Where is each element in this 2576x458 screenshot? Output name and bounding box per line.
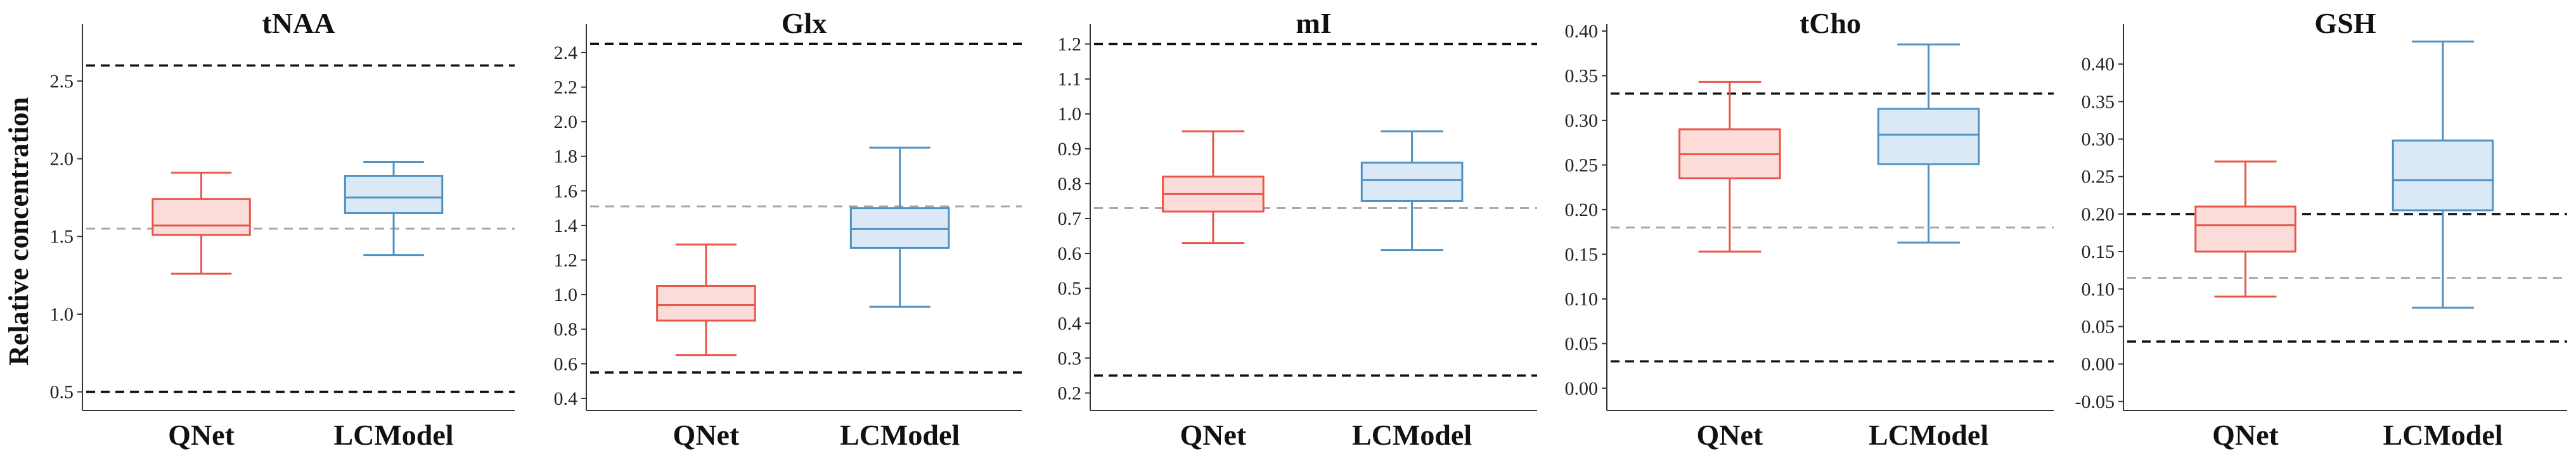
panel-glx: Glx 0.4 0.6 0.8 1.0 1.2 1.4 1.6 1.8 2.0 2.2 2.4 QNet… (554, 7, 1022, 451)
y-tick-label: 0.35 (2082, 91, 2115, 112)
y-axis-title: Relative concentration (3, 97, 34, 366)
y-tick-label: 2.0 (554, 111, 578, 132)
y-tick-label: 0.30 (1565, 110, 1599, 131)
box-qnet (1162, 130, 1265, 245)
x-category-label: QNet (1697, 419, 1763, 451)
box-lcmodel (344, 160, 444, 257)
x-category-label: LCModel (840, 419, 960, 451)
panel-tcho: tCho 0.00 0.05 0.10 0.15 0.20 0.25 0.30 0.35 0.40… (1565, 7, 2054, 451)
x-category-label: LCModel (1869, 419, 1988, 451)
y-tick-label: 0.4 (554, 388, 578, 409)
box-lcmodel (2392, 41, 2494, 309)
y-tick-label: 1.1 (1058, 69, 1082, 90)
y-tick-label: 1.2 (554, 250, 578, 271)
y-tick-label: 0.6 (554, 353, 578, 374)
y-tick-label: 1.2 (1058, 34, 1082, 55)
box-qnet (1678, 80, 1781, 253)
y-tick-label: 0.20 (2082, 204, 2115, 225)
iqr-box (656, 284, 756, 322)
y-tick-label: 0.05 (1565, 333, 1599, 354)
y-tick-label: 0.40 (2082, 54, 2115, 75)
iqr-box (1360, 162, 1464, 202)
y-tick-label: 0.9 (1058, 139, 1082, 160)
x-category-label: QNet (673, 419, 740, 451)
box-qnet (656, 243, 756, 357)
x-category-label: QNet (168, 419, 235, 451)
panel-tnaa: tNAA 0.5 1.0 1.5 2.0 2.5 QNet LCModel (50, 7, 515, 451)
y-tick-label: 0.00 (2082, 354, 2115, 375)
y-tick-label: 1.0 (50, 304, 74, 325)
x-category-label: LCModel (2383, 419, 2502, 451)
y-tick-label: 1.0 (1058, 104, 1082, 125)
y-tick-label: 2.5 (50, 71, 74, 92)
y-tick-label: 1.8 (554, 146, 578, 167)
y-tick-label: 0.5 (50, 382, 74, 403)
panel-mi: mI 0.2 0.3 0.4 0.5 0.6 0.7 0.8 0.9 1.0 1.1 1.2 QNet L… (1058, 7, 1537, 451)
y-tick-label: 0.35 (1565, 66, 1599, 87)
y-tick-label: 0.00 (1565, 378, 1599, 399)
iqr-box (2392, 139, 2494, 212)
y-tick-label: 0.6 (1058, 243, 1082, 264)
y-tick-label: 0.5 (1058, 278, 1082, 299)
y-tick-label: 0.8 (1058, 174, 1082, 194)
y-tick-label: 1.6 (554, 181, 578, 201)
y-tick-label: 0.25 (1565, 155, 1599, 175)
y-tick-label: 0.7 (1058, 208, 1082, 229)
y-tick-label: 2.2 (554, 77, 578, 98)
iqr-box (2194, 205, 2296, 253)
panel-title: mI (1296, 7, 1331, 39)
box-lcmodel (1877, 43, 1980, 244)
x-category-label: LCModel (1352, 419, 1472, 451)
box-qnet (2194, 160, 2296, 298)
iqr-box (344, 175, 444, 214)
x-category-label: LCModel (333, 419, 453, 451)
iqr-box (1877, 108, 1980, 165)
y-tick-label: 0.10 (2082, 279, 2115, 300)
y-tick-label: 0.4 (1058, 313, 1082, 334)
panel-title: tCho (1800, 7, 1861, 39)
x-category-label: QNet (1180, 419, 1247, 451)
y-tick-label: 0.10 (1565, 289, 1599, 310)
y-tick-label: -0.05 (2075, 391, 2115, 412)
y-tick-label: 0.15 (1565, 244, 1599, 265)
y-tick-label: 0.3 (1058, 348, 1082, 369)
y-tick-label: 0.30 (2082, 129, 2115, 150)
y-tick-label: 0.20 (1565, 200, 1599, 220)
y-tick-label: 2.4 (554, 42, 578, 63)
y-tick-label: 0.8 (554, 319, 578, 340)
panel-title: tNAA (262, 7, 335, 39)
y-tick-label: 0.25 (2082, 167, 2115, 188)
panel-gsh: GSH -0.05 0.00 0.05 0.10 0.15 0.20 0.25 0.30 0.35… (2075, 7, 2567, 451)
y-tick-label: 0.15 (2082, 241, 2115, 262)
y-tick-label: 1.4 (554, 215, 578, 236)
box-lcmodel (849, 146, 950, 308)
y-tick-label: 0.2 (1058, 383, 1082, 404)
y-tick-label: 1.0 (554, 284, 578, 305)
box-lcmodel (1360, 130, 1464, 251)
y-tick-label: 0.05 (2082, 316, 2115, 337)
panel-title: Glx (782, 7, 827, 39)
y-tick-label: 0.40 (1565, 21, 1599, 42)
panel-title: GSH (2314, 7, 2376, 39)
box-qnet (151, 172, 251, 275)
x-category-label: QNet (2212, 419, 2279, 451)
y-tick-label: 1.5 (50, 226, 74, 247)
y-tick-label: 2.0 (50, 149, 74, 170)
iqr-box (151, 198, 251, 236)
